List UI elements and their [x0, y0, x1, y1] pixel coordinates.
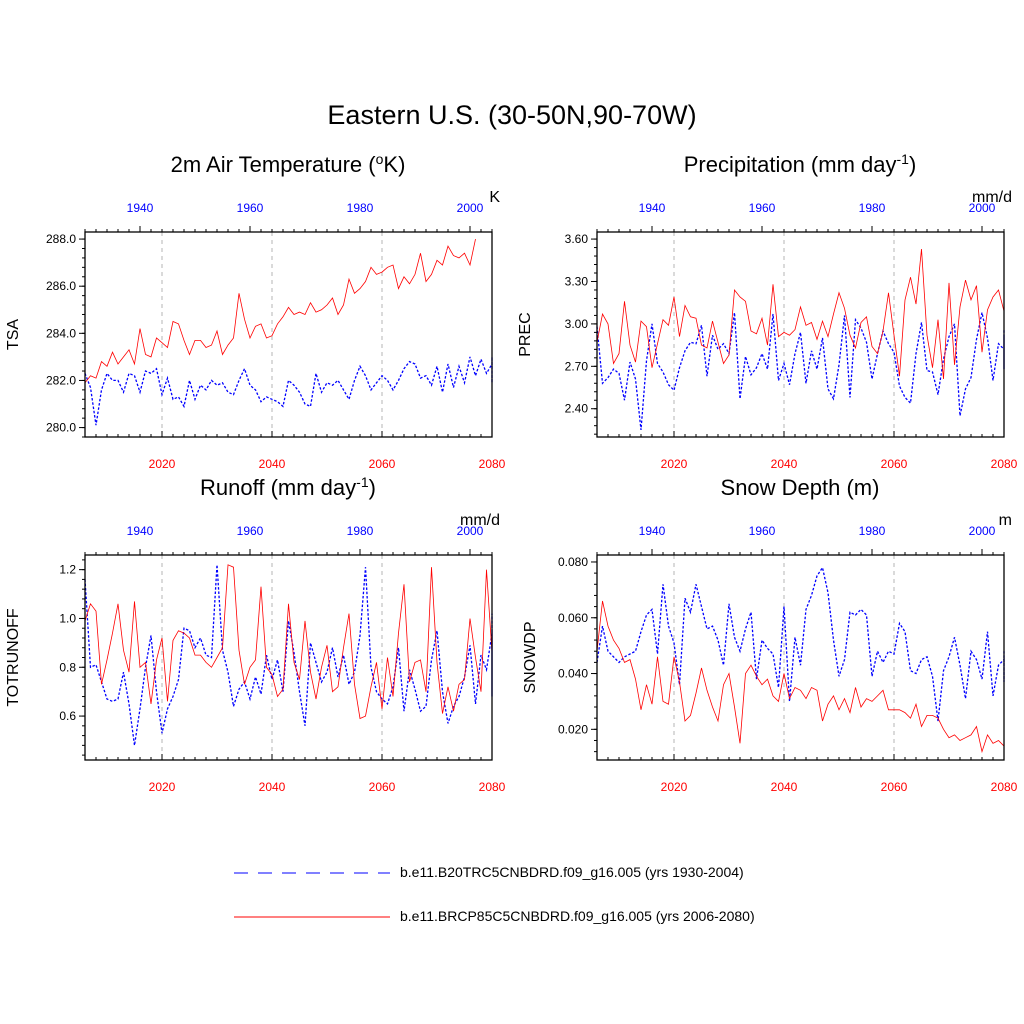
y-tick-label: 0.6	[59, 709, 76, 723]
bottom-x-tick-label: 2080	[991, 457, 1018, 471]
bottom-x-tick-label: 2060	[881, 457, 908, 471]
top-x-tick-label: 1940	[639, 201, 666, 215]
series-line-future	[596, 248, 1005, 380]
top-x-tick-label: 1980	[347, 201, 374, 215]
legend-item-future: b.e11.BRCP85C5CNBDRD.f09_g16.005 (yrs 20…	[234, 902, 834, 932]
y-tick-label: 288.0	[46, 232, 76, 246]
units-label: mm/d	[460, 512, 500, 529]
y-tick-label: 2.40	[565, 402, 589, 416]
legend-swatch-historical	[234, 872, 390, 874]
chart-panel-3: Snow Depth (m) m 2020 2040 2060 2080 1940 1960 1…	[522, 475, 1018, 794]
top-x-tick-label: 1960	[749, 524, 776, 538]
series-line-future	[84, 239, 476, 384]
series-line-historical	[84, 356, 493, 426]
series-line-historical	[596, 565, 1005, 722]
bottom-x-tick-label: 2060	[369, 780, 396, 794]
y-axis-label: SNOWDP	[522, 622, 539, 694]
top-x-tick-label: 2000	[969, 201, 996, 215]
units-label: mm/d	[972, 189, 1012, 206]
y-tick-label: 3.60	[565, 232, 589, 246]
legend-item-historical: b.e11.B20TRC5CNBDRD.f09_g16.005 (yrs 193…	[234, 858, 834, 888]
bottom-x-tick-label: 2040	[771, 780, 798, 794]
main-title: Eastern U.S. (30-50N,90-70W)	[327, 100, 697, 130]
y-axis-label: TOTRUNOFF	[5, 608, 22, 707]
series-line-future	[84, 564, 493, 720]
top-x-tick-label: 1960	[237, 524, 264, 538]
panel-title: 2m Air Temperature (oK)	[171, 151, 406, 177]
top-x-tick-label: 1940	[127, 201, 154, 215]
y-tick-label: 2.70	[565, 359, 589, 373]
bottom-x-tick-label: 2060	[881, 780, 908, 794]
y-tick-label: 280.0	[46, 421, 76, 435]
bottom-x-tick-label: 2040	[259, 780, 286, 794]
y-axis-label: PREC	[517, 312, 534, 356]
bottom-x-tick-label: 2020	[661, 457, 688, 471]
top-x-tick-label: 2000	[457, 201, 484, 215]
panel-title: Runoff (mm day-1)	[200, 474, 376, 500]
bottom-x-tick-label: 2060	[369, 457, 396, 471]
bottom-x-tick-label: 2040	[259, 457, 286, 471]
top-x-tick-label: 2000	[969, 524, 996, 538]
bottom-x-tick-label: 2040	[771, 457, 798, 471]
top-x-tick-label: 2000	[457, 524, 484, 538]
bottom-x-tick-label: 2080	[479, 457, 506, 471]
panel-title: Precipitation (mm day-1)	[684, 151, 917, 177]
legend-label-future: b.e11.BRCP85C5CNBDRD.f09_g16.005 (yrs 20…	[400, 908, 755, 924]
plot-frame	[596, 231, 1005, 438]
y-tick-label: 0.060	[558, 611, 588, 625]
plot-frame	[596, 554, 1005, 761]
y-tick-label: 3.30	[565, 274, 589, 288]
y-axis-label: TSA	[5, 319, 22, 350]
chart-panel-1: Precipitation (mm day-1) mm/d 2020 2040 2060…	[517, 151, 1018, 471]
y-tick-label: 0.040	[558, 667, 588, 681]
y-tick-label: 284.0	[46, 326, 76, 340]
bottom-x-tick-label: 2020	[661, 780, 688, 794]
chart-panel-0: 2m Air Temperature (oK) K 2020 2040 2060 2080…	[5, 151, 506, 471]
bottom-x-tick-label: 2080	[991, 780, 1018, 794]
top-x-tick-label: 1980	[347, 524, 374, 538]
top-x-tick-label: 1980	[859, 201, 886, 215]
panel-title: Snow Depth (m)	[721, 475, 880, 500]
top-x-tick-label: 1940	[127, 524, 154, 538]
bottom-x-tick-label: 2020	[149, 780, 176, 794]
legend-label-historical: b.e11.B20TRC5CNBDRD.f09_g16.005 (yrs 193…	[400, 864, 744, 880]
y-tick-label: 1.0	[59, 611, 76, 625]
top-x-tick-label: 1960	[237, 201, 264, 215]
top-x-tick-label: 1980	[859, 524, 886, 538]
legend-swatch-future	[234, 916, 390, 918]
bottom-x-tick-label: 2080	[479, 780, 506, 794]
top-x-tick-label: 1940	[639, 524, 666, 538]
plot-frame	[84, 231, 493, 438]
units-label: m	[999, 512, 1012, 529]
y-tick-label: 3.00	[565, 317, 589, 331]
bottom-x-tick-label: 2020	[149, 457, 176, 471]
y-tick-label: 0.080	[558, 555, 588, 569]
units-label: K	[489, 189, 500, 206]
y-tick-label: 1.2	[59, 563, 76, 577]
y-tick-label: 0.020	[558, 722, 588, 736]
series-line-future	[596, 600, 1005, 755]
series-line-historical	[84, 564, 493, 746]
y-tick-label: 0.8	[59, 660, 76, 674]
chart-panel-2: Runoff (mm day-1) mm/d 2020 2040 2060 2080 194…	[5, 474, 506, 794]
y-tick-label: 282.0	[46, 373, 76, 387]
series-line-historical	[596, 312, 1005, 430]
y-tick-label: 286.0	[46, 279, 76, 293]
top-x-tick-label: 1960	[749, 201, 776, 215]
